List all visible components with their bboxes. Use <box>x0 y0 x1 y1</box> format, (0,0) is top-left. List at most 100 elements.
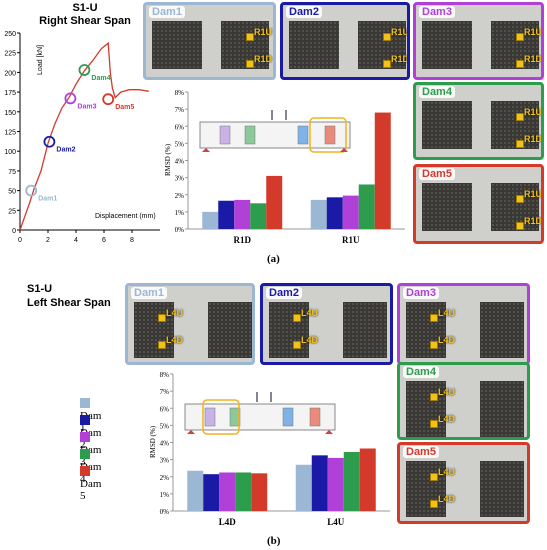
bar-l4u-dam3 <box>327 457 344 511</box>
highlight-box <box>202 399 240 435</box>
sensor-block <box>244 125 256 145</box>
legend-swatch <box>80 466 90 476</box>
photo-label: Dam4 <box>403 366 439 378</box>
concrete-region <box>491 183 539 231</box>
concrete-region <box>422 101 472 149</box>
sensor-label: L4D <box>301 335 319 345</box>
y-tick-label: 7% <box>175 106 185 114</box>
sensor-label: R1D <box>524 134 543 144</box>
category-label: L4D <box>219 517 237 527</box>
y-tick-label: 6% <box>160 405 170 413</box>
pzt-sensor <box>158 314 166 322</box>
photo-label: Dam2 <box>286 6 322 18</box>
y-tick-label: 4% <box>160 440 170 448</box>
pzt-sensor <box>516 195 524 203</box>
bar-r1d-dam1 <box>202 211 219 229</box>
top-photo-dam2: Dam2 R1U R1D <box>280 2 410 80</box>
y-tick-label: 4% <box>175 158 185 166</box>
y-tick-label: 1% <box>160 491 170 499</box>
concrete-region <box>491 21 539 69</box>
sensor-block <box>324 125 336 145</box>
support-right <box>340 148 348 152</box>
y-tick-label: 8% <box>160 371 170 379</box>
top-caption: (a) <box>267 253 280 265</box>
x-axis-label: Displacement (mm) <box>95 213 156 220</box>
y-axis-label: RMSD (%) <box>149 425 157 458</box>
y-tick-label: 5% <box>175 140 185 148</box>
sensor-label: L4D <box>438 494 456 504</box>
y-tick-label: 175 <box>4 90 16 97</box>
y-tick-label: 50 <box>8 189 16 196</box>
y-tick-label: 150 <box>4 110 16 117</box>
bar-l4d-dam5 <box>251 473 268 511</box>
photo-label: Dam5 <box>403 446 439 458</box>
pzt-sensor <box>516 140 524 148</box>
bar-l4d-dam3 <box>219 472 236 511</box>
concrete-region <box>208 302 252 358</box>
bottom-photo-dam4: Dam4 L4U L4D <box>397 362 530 440</box>
sensor-block <box>297 125 309 145</box>
marker-label-dam3: Dam3 <box>77 103 96 110</box>
sensor-block <box>229 407 241 427</box>
y-tick-label: 3% <box>160 457 170 465</box>
photo-label: Dam2 <box>266 287 302 299</box>
y-tick-label: 8% <box>175 89 185 97</box>
marker-dam4 <box>78 64 91 76</box>
top-photo-dam4: Dam4 R1U R1D <box>413 82 544 160</box>
y-tick-label: 25 <box>8 208 16 215</box>
bar-r1u-dam3 <box>342 195 359 229</box>
top-title-line2: Right Shear Span <box>39 15 131 27</box>
legend-label: Dam 5 <box>80 478 102 502</box>
y-tick-label: 75 <box>8 169 16 176</box>
pzt-sensor <box>246 60 254 68</box>
bottom-photo-dam5: Dam5 L4U L4D <box>397 442 530 524</box>
pzt-sensor <box>293 314 301 322</box>
marker-dam2 <box>43 135 56 148</box>
bar-r1d-dam4 <box>250 203 267 229</box>
y-tick-label: 125 <box>4 130 16 137</box>
bar-l4u-dam1 <box>295 464 312 511</box>
top-photo-dam5: Dam5 R1U R1D <box>413 164 544 244</box>
bottom-title-line2: Left Shear Span <box>27 297 111 309</box>
concrete-region <box>422 21 472 69</box>
concrete-region <box>152 21 202 69</box>
category-label: L4U <box>327 517 345 527</box>
pzt-sensor <box>516 33 524 41</box>
pzt-sensor <box>516 222 524 230</box>
sensor-label: L4U <box>438 387 456 397</box>
marker-dam3 <box>64 92 77 105</box>
concrete-region <box>406 461 446 517</box>
legend-swatch <box>80 398 90 408</box>
y-tick-label: 6% <box>175 123 185 131</box>
y-axis-label: RMSD (%) <box>164 143 172 176</box>
bottom-photo-dam1: Dam1 L4U L4D <box>125 283 255 365</box>
bottom-title-line1: S1-U <box>27 283 53 295</box>
y-tick-label: 225 <box>4 51 16 58</box>
pzt-sensor <box>430 393 438 401</box>
photo-label: Dam3 <box>419 6 455 18</box>
x-tick-label: 4 <box>74 237 78 244</box>
concrete-region <box>269 302 309 358</box>
bar-l4u-dam5 <box>359 448 376 511</box>
legend-item: Dam 5 <box>80 466 101 502</box>
sensor-block <box>309 407 321 427</box>
y-tick-label: 0 <box>12 228 16 235</box>
y-tick-label: 3% <box>175 175 185 183</box>
sensor-label: L4D <box>166 335 184 345</box>
bar-r1d-dam2 <box>218 200 235 229</box>
legend-swatch <box>80 449 90 459</box>
bar-l4d-dam1 <box>187 470 204 511</box>
pzt-sensor <box>246 33 254 41</box>
photo-label: Dam5 <box>419 168 455 180</box>
beam-schematic <box>199 110 351 153</box>
support-left <box>202 148 210 152</box>
marker-dam5 <box>102 93 115 106</box>
top-rmsd-chart: 0% 1% 2% 3% 4% 5% 6% 7% 8% RMSD (%) R1D R1U <box>164 89 405 245</box>
photo-label: Dam3 <box>403 287 439 299</box>
concrete-region <box>491 101 539 149</box>
bottom-photo-dam3: Dam3 L4U L4D <box>397 283 530 365</box>
y-axis-label: Load [kN] <box>37 45 44 75</box>
highlight-box <box>309 117 347 153</box>
bar-r1d-dam3 <box>234 199 251 229</box>
bottom-rmsd-chart: 0% 1% 2% 3% 4% 5% 6% 7% 8% RMSD (%) L4D L4U <box>149 371 390 527</box>
